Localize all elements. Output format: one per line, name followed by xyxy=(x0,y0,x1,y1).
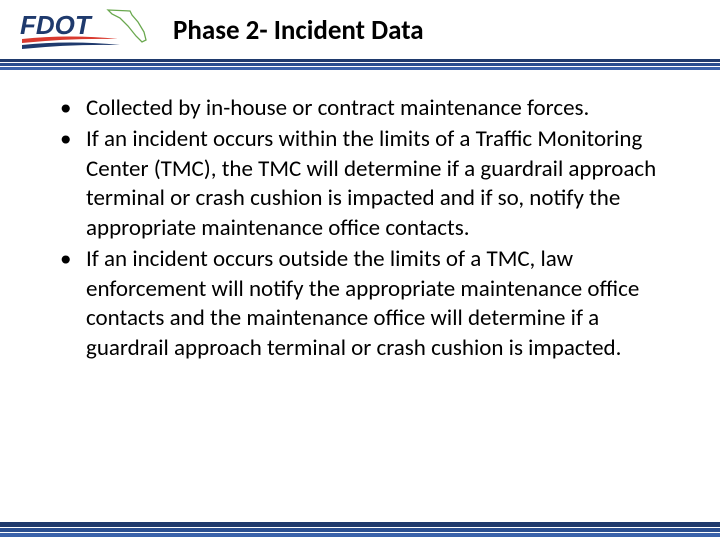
fdot-logo-svg: FDOT xyxy=(20,8,155,53)
header-divider xyxy=(0,59,720,70)
swoosh-blue-icon xyxy=(22,43,120,50)
divider-stripe xyxy=(0,533,720,537)
list-item: If an incident occurs outside the limits… xyxy=(60,245,676,363)
divider-stripe xyxy=(0,59,720,62)
list-item: Collected by in-house or contract mainte… xyxy=(60,94,676,123)
divider-stripe xyxy=(0,522,720,527)
bullet-list: Collected by in-house or contract mainte… xyxy=(60,94,676,363)
footer-divider xyxy=(0,522,720,540)
logo-text: FDOT xyxy=(20,10,93,40)
list-item: If an incident occurs within the limits … xyxy=(60,125,676,243)
florida-outline-icon xyxy=(108,10,146,42)
slide-body: Collected by in-house or contract mainte… xyxy=(0,70,720,375)
divider-stripe xyxy=(0,528,720,532)
fdot-logo: FDOT xyxy=(20,8,155,53)
slide-header: FDOT Phase 2- Incident Data xyxy=(0,0,720,59)
slide-title: Phase 2- Incident Data xyxy=(173,14,424,47)
divider-stripe xyxy=(0,63,720,66)
